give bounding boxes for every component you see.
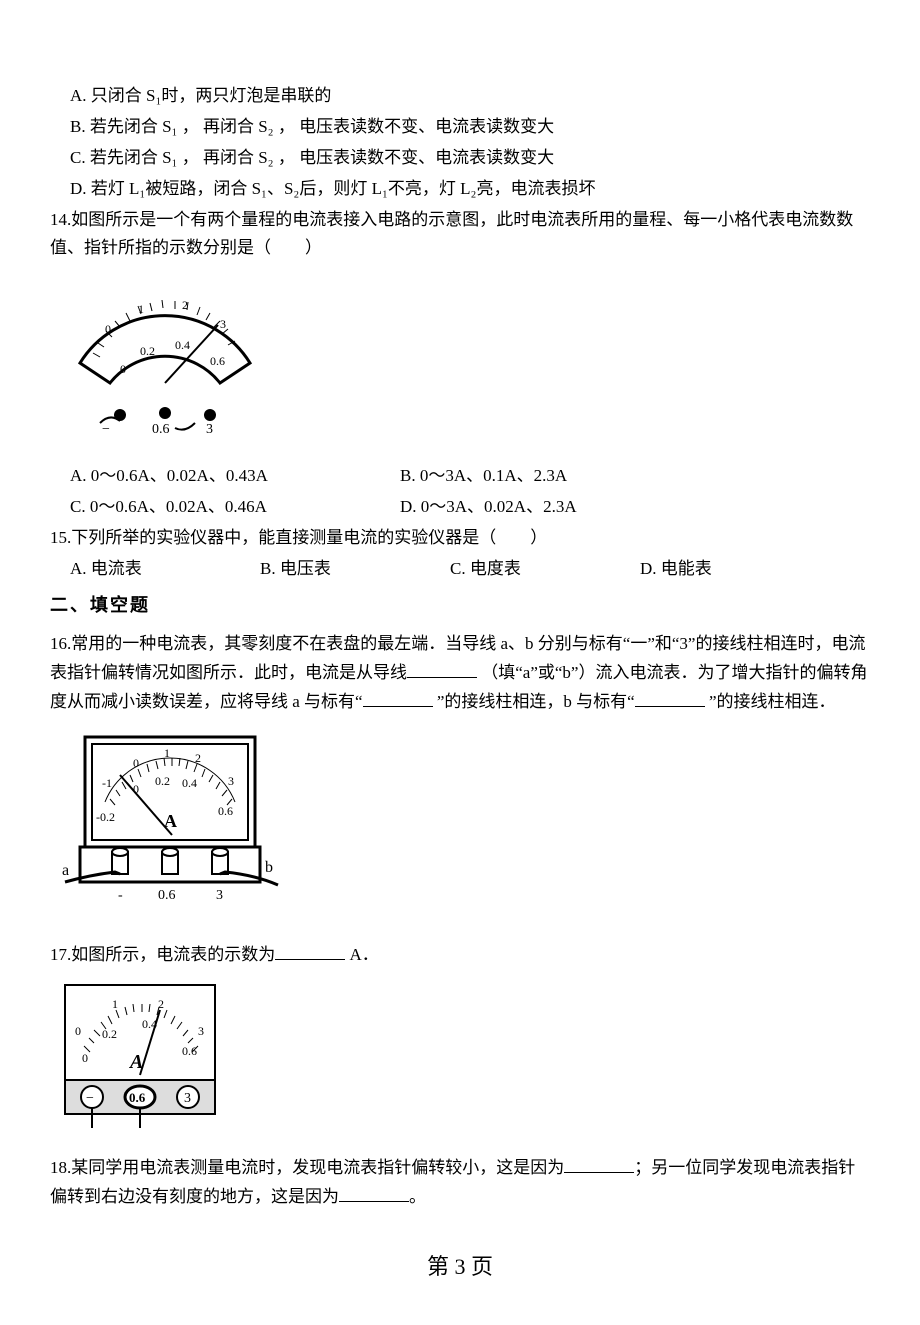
opt-D: D. 若灯 L₁被短路，闭合 S₁、S₂后，则灯 L₁不亮，灯 L₂亮，电流表损… <box>50 175 870 204</box>
q16-figure: -1 0 1 2 3 -0.2 0 0.2 0.4 0.6 A <box>60 727 870 927</box>
q14-row1: A. 0～0.6A、0.02A、0.43A B. 0～3A、0.1A、2.3A <box>50 462 870 491</box>
q15-row: A. 电流表 B. 电压表 C. 电度表 D. 电能表 <box>50 555 870 584</box>
svg-text:1: 1 <box>164 746 170 760</box>
svg-text:−: − <box>102 422 110 437</box>
svg-text:3: 3 <box>228 774 234 788</box>
q14-figure: 0 0.2 0.4 0.6 0 1 2 3 − 0.6 3 <box>60 273 870 448</box>
opt-B: B. 若先闭合 S₁ ， 再闭合 S₂ ， 电压表读数不变、电流表读数变大 <box>50 113 870 142</box>
svg-text:2: 2 <box>182 298 188 312</box>
q18-blank1 <box>564 1155 634 1173</box>
q17-post: A． <box>350 945 379 964</box>
svg-text:−: − <box>86 1091 94 1106</box>
q18-blank2 <box>339 1184 409 1202</box>
svg-text:0.6: 0.6 <box>210 354 225 368</box>
q18-post: 。 <box>409 1187 426 1206</box>
q17-figure: 0 1 2 3 0 0.2 0.4 0.6 A − 0.6 3 <box>60 980 870 1140</box>
q15-text: 15.下列所举的实验仪器中，能直接测量电流的实验仪器是（ ） <box>50 524 870 553</box>
q15-optD: D. 电能表 <box>640 555 830 584</box>
q16-blank2 <box>363 689 433 707</box>
q14-text: 14.如图所示是一个有两个量程的电流表接入电路的示意图，此时电流表所用的量程、每… <box>50 206 870 264</box>
svg-text:3: 3 <box>198 1024 204 1038</box>
svg-text:1: 1 <box>138 302 144 316</box>
q16-blank1 <box>407 660 477 678</box>
svg-text:0.2: 0.2 <box>102 1027 117 1041</box>
q15-optB: B. 电压表 <box>260 555 450 584</box>
svg-text:0.4: 0.4 <box>182 776 197 790</box>
svg-text:2: 2 <box>195 751 201 765</box>
opt-A: A. 只闭合 S₁时，两只灯泡是串联的 <box>50 82 870 111</box>
opt-B-text: 若先闭合 S₁ ， 再闭合 S₂ ， 电压表读数不变、电流表读数变大 <box>90 117 554 136</box>
opt-D-text: 若灯 L₁被短路，闭合 S₁、S₂后，则灯 L₁不亮，灯 L₂亮，电流表损坏 <box>91 179 596 198</box>
svg-text:0.6: 0.6 <box>129 1090 146 1105</box>
svg-text:0: 0 <box>105 322 111 336</box>
q15-optA: A. 电流表 <box>70 555 260 584</box>
svg-text:3: 3 <box>184 1091 191 1106</box>
section2-title: 二、填空题 <box>50 590 870 621</box>
svg-text:0.6: 0.6 <box>158 888 176 903</box>
q18-text: 18.某同学用电流表测量电流时，发现电流表指针偏转较小，这是因为；另一位同学发现… <box>50 1154 870 1212</box>
svg-text:-: - <box>118 888 123 903</box>
svg-text:0: 0 <box>133 756 139 770</box>
q16-text: 16.常用的一种电流表，其零刻度不在表盘的最左端．当导线 a、b 分别与标有“一… <box>50 630 870 717</box>
opt-A-text: 只闭合 S₁时，两只灯泡是串联的 <box>91 86 332 105</box>
q14-optC: C. 0～0.6A、0.02A、0.46A <box>70 493 400 522</box>
svg-text:0.6: 0.6 <box>182 1044 197 1058</box>
svg-text:0.2: 0.2 <box>155 774 170 788</box>
q16-p3: ”的接线柱相连，b 与标有“ <box>437 692 635 711</box>
q14-optD: D. 0～3A、0.02A、2.3A <box>400 493 730 522</box>
q17-blank <box>275 942 345 960</box>
q14-lbl-0: 0 <box>120 362 126 376</box>
svg-text:2: 2 <box>158 997 164 1011</box>
svg-text:0.2: 0.2 <box>140 344 155 358</box>
q14-optB: B. 0～3A、0.1A、2.3A <box>400 462 730 491</box>
svg-text:3: 3 <box>220 317 226 331</box>
svg-text:0: 0 <box>82 1051 88 1065</box>
svg-text:3: 3 <box>206 422 213 437</box>
q17-text: 17.如图所示，电流表的示数为 A． <box>50 941 870 970</box>
q16-blank3 <box>635 689 705 707</box>
q14-row2: C. 0～0.6A、0.02A、0.46A D. 0～3A、0.02A、2.3A <box>50 493 870 522</box>
q14-optA: A. 0～0.6A、0.02A、0.43A <box>70 462 400 491</box>
svg-text:a: a <box>62 862 69 879</box>
svg-text:0.6: 0.6 <box>152 422 170 437</box>
opt-C: C. 若先闭合 S₁ ， 再闭合 S₂ ， 电压表读数不变、电流表读数变大 <box>50 144 870 173</box>
svg-text:b: b <box>265 859 273 876</box>
q15-optC: C. 电度表 <box>450 555 640 584</box>
q17-pre: 17.如图所示，电流表的示数为 <box>50 945 275 964</box>
svg-text:0.4: 0.4 <box>175 338 190 352</box>
page-footer: 第 3 页 <box>50 1248 870 1285</box>
opt-C-text: 若先闭合 S₁ ， 再闭合 S₂ ， 电压表读数不变、电流表读数变大 <box>90 148 554 167</box>
svg-text:-0.2: -0.2 <box>96 810 115 824</box>
svg-text:0: 0 <box>75 1024 81 1038</box>
svg-text:-1: -1 <box>102 776 112 790</box>
q18-pre: 18.某同学用电流表测量电流时，发现电流表指针偏转较小，这是因为 <box>50 1158 564 1177</box>
svg-text:3: 3 <box>216 888 223 903</box>
q16-p4: ”的接线柱相连． <box>709 692 836 711</box>
svg-text:0.6: 0.6 <box>218 804 233 818</box>
svg-text:1: 1 <box>112 997 118 1011</box>
